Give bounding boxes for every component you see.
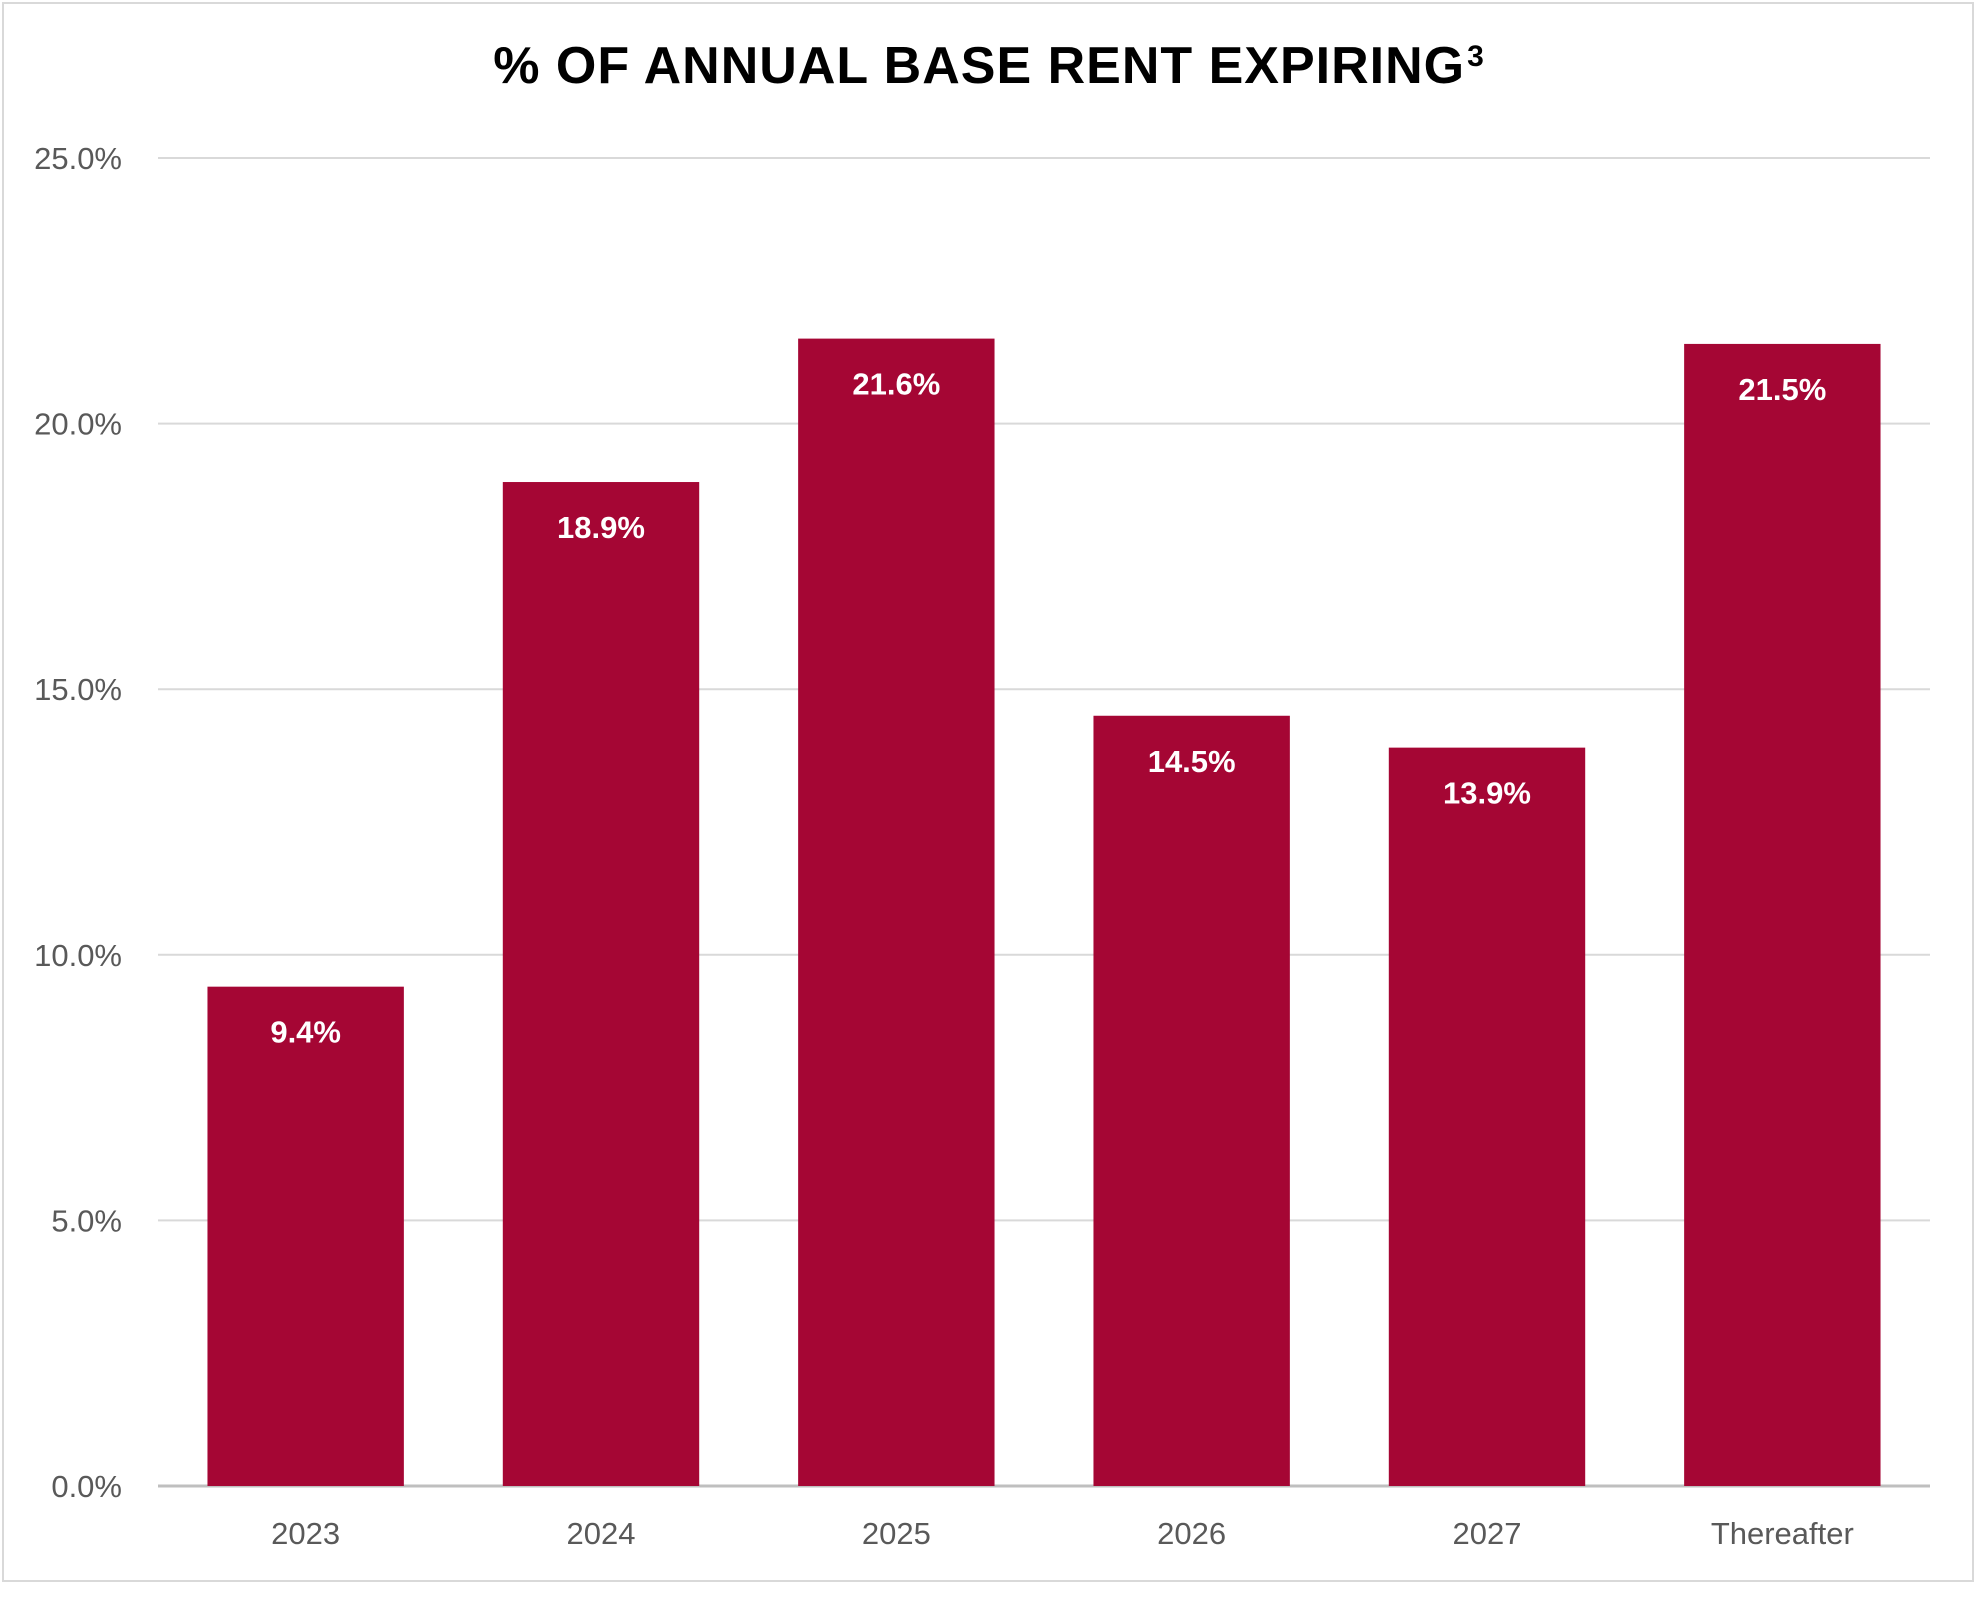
y-tick-label: 25.0%	[34, 141, 122, 176]
y-tick-label: 20.0%	[34, 407, 122, 442]
bar-2025	[798, 338, 995, 1486]
bar-2023	[207, 986, 404, 1486]
y-tick-label: 5.0%	[51, 1203, 122, 1238]
data-label: 14.5%	[1148, 744, 1236, 779]
x-axis-tick-labels: 2023 2024 2025 2026 2027 Thereafter	[271, 1516, 1854, 1551]
y-tick-label: 15.0%	[34, 672, 122, 707]
data-label: 18.9%	[557, 510, 645, 545]
data-label: 21.6%	[852, 367, 940, 402]
data-labels: 9.4% 18.9% 21.6% 14.5% 13.9% 21.5%	[270, 367, 1826, 1050]
data-label: 9.4%	[270, 1015, 341, 1050]
x-tick-label: Thereafter	[1711, 1516, 1854, 1551]
chart-title-superscript: 3	[1467, 40, 1485, 73]
x-tick-label: 2026	[1157, 1516, 1226, 1551]
y-tick-label: 0.0%	[51, 1469, 122, 1504]
y-axis-tick-labels: 0.0% 5.0% 10.0% 15.0% 20.0% 25.0%	[34, 141, 122, 1504]
x-tick-label: 2023	[271, 1516, 340, 1551]
x-tick-label: 2027	[1453, 1516, 1522, 1551]
bars	[207, 338, 1881, 1487]
bar-2026	[1093, 715, 1290, 1486]
bar-thereafter	[1684, 343, 1881, 1486]
chart-title: % OF ANNUAL BASE RENT EXPIRING3	[0, 36, 1978, 96]
y-tick-label: 10.0%	[34, 938, 122, 973]
data-label: 13.9%	[1443, 776, 1531, 811]
gridlines	[158, 157, 1930, 1488]
x-tick-label: 2025	[862, 1516, 931, 1551]
chart-title-text: % OF ANNUAL BASE RENT EXPIRING	[493, 37, 1466, 95]
bar-2024	[502, 482, 700, 1487]
data-label: 21.5%	[1738, 372, 1826, 407]
x-tick-label: 2024	[567, 1516, 636, 1551]
bar-2027	[1388, 747, 1586, 1486]
